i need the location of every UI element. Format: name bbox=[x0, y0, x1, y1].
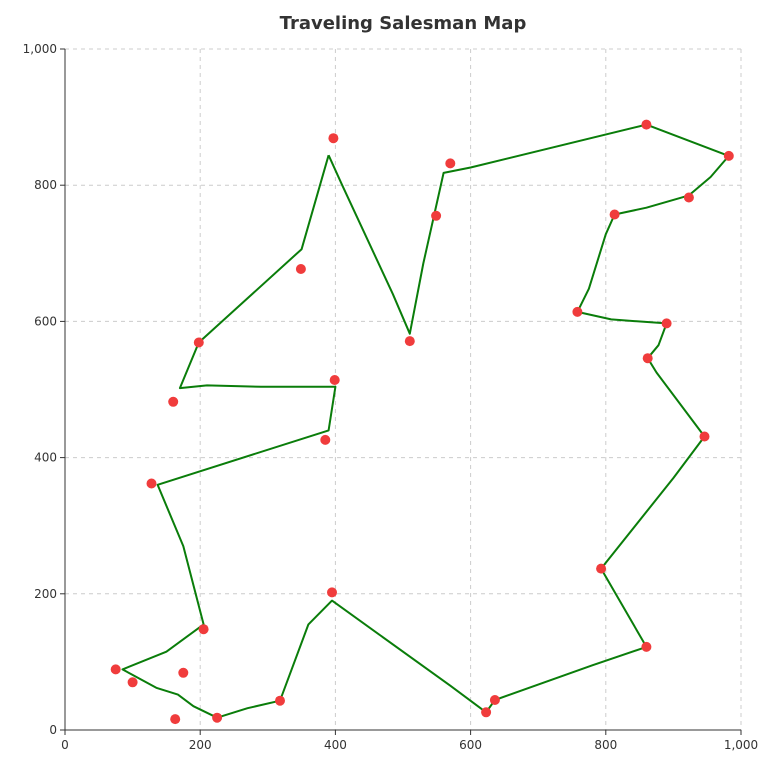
city-point bbox=[572, 306, 583, 317]
city-point bbox=[327, 587, 337, 598]
city-point bbox=[431, 210, 442, 221]
y-tick-label: 200 bbox=[34, 587, 57, 601]
city-point bbox=[127, 677, 138, 688]
y-tick-label: 1,000 bbox=[23, 42, 57, 56]
city-point bbox=[193, 337, 204, 348]
city-point bbox=[683, 192, 694, 203]
city-point bbox=[596, 563, 607, 574]
city-point bbox=[445, 158, 456, 169]
x-tick-label: 0 bbox=[61, 738, 69, 752]
city-point bbox=[641, 119, 652, 130]
city-point bbox=[329, 375, 340, 385]
y-tick-label: 400 bbox=[34, 451, 57, 465]
city-point bbox=[168, 396, 179, 407]
axes bbox=[60, 48, 742, 735]
city-point bbox=[328, 133, 339, 144]
route-line bbox=[121, 123, 730, 719]
x-tick-label: 200 bbox=[189, 738, 212, 752]
city-point bbox=[110, 664, 121, 675]
chart-title: Traveling Salesman Map bbox=[280, 13, 527, 34]
x-tick-label: 1,000 bbox=[724, 738, 758, 752]
city-point bbox=[642, 353, 653, 364]
city-point bbox=[178, 667, 189, 678]
city-point bbox=[489, 695, 500, 705]
grid-lines bbox=[65, 48, 742, 730]
city-point bbox=[295, 264, 306, 274]
x-tick-label: 400 bbox=[324, 738, 347, 752]
x-tick-label: 800 bbox=[594, 738, 617, 752]
tick-labels: 0 200 400 600 800 1,000 0 200 400 600 800 1,000 bbox=[23, 42, 759, 752]
city-points bbox=[110, 119, 734, 725]
city-point bbox=[609, 209, 620, 220]
city-point bbox=[212, 712, 223, 723]
y-tick-label: 600 bbox=[34, 314, 57, 328]
y-tick-label: 800 bbox=[34, 178, 57, 192]
city-point bbox=[275, 695, 285, 706]
x-tick-label: 600 bbox=[459, 738, 482, 752]
city-point bbox=[146, 478, 157, 489]
y-tick-label: 0 bbox=[49, 723, 57, 737]
city-point bbox=[661, 318, 672, 329]
city-point bbox=[198, 624, 209, 635]
city-point bbox=[699, 431, 710, 442]
route-layer bbox=[121, 123, 730, 719]
city-point bbox=[404, 336, 415, 347]
city-point bbox=[723, 150, 734, 161]
city-point bbox=[320, 434, 331, 445]
city-point bbox=[641, 641, 652, 652]
city-point bbox=[481, 707, 492, 718]
city-point bbox=[170, 714, 181, 725]
